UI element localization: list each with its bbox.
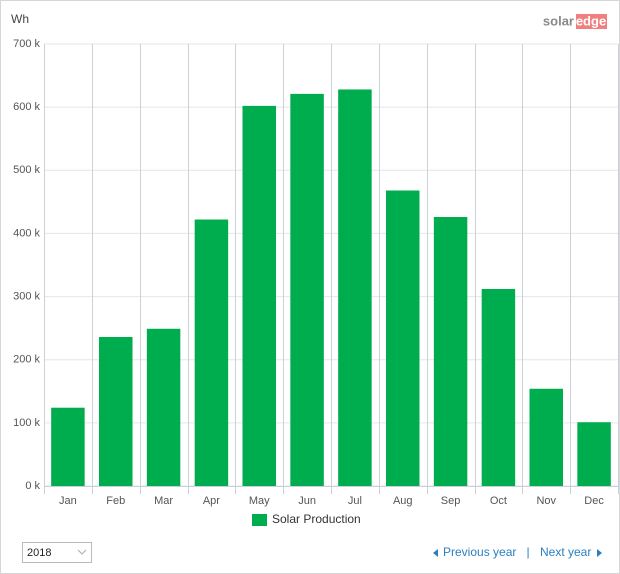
x-tick-label: May <box>249 495 270 507</box>
bar <box>99 336 133 486</box>
bar <box>433 217 468 487</box>
separator: | <box>526 545 529 559</box>
logo-text: solar <box>543 13 574 28</box>
x-tick-label: Aug <box>393 495 413 507</box>
bar <box>386 190 420 486</box>
x-tick-label: Sep <box>441 495 461 507</box>
logo-box <box>576 14 607 29</box>
next-arrow[interactable] <box>597 549 602 557</box>
legend-label: Solar Production <box>272 512 361 526</box>
bar <box>481 288 516 486</box>
x-tick-label: Nov <box>536 495 556 507</box>
y-tick-label: 500 k <box>13 164 40 176</box>
x-tick-label: Oct <box>490 495 507 507</box>
y-tick-label: 0 k <box>25 480 40 492</box>
x-tick-label: Jun <box>298 495 316 507</box>
logo-text: edge <box>576 13 606 28</box>
y-tick-label: 400 k <box>13 227 40 239</box>
bar <box>51 407 85 486</box>
bar <box>290 93 324 486</box>
y-axis-label: Wh <box>11 12 29 26</box>
x-tick-label: Feb <box>106 495 125 507</box>
bar <box>529 388 563 486</box>
bar <box>146 328 181 486</box>
next-year-link[interactable]: Next year <box>540 545 591 559</box>
y-tick-label: 600 k <box>13 101 40 113</box>
x-tick-label: Jan <box>59 495 77 507</box>
y-tick-label: 100 k <box>13 417 40 429</box>
x-tick-label: Mar <box>154 495 173 507</box>
previous-year-link[interactable]: Previous year <box>443 545 516 559</box>
plot: 0 k 100 k 200 k 300 k 400 k 500 k 600 k 700 k Ja… <box>13 38 619 526</box>
y-tick-label: 300 k <box>13 290 40 302</box>
bar <box>338 89 372 486</box>
x-tick-label: Dec <box>584 495 604 507</box>
y-tick-label: 200 k <box>13 354 40 366</box>
x-tick-label: Jul <box>348 495 362 507</box>
y-tick-label: 700 k <box>13 38 40 50</box>
bar <box>577 422 611 486</box>
year-select[interactable] <box>22 542 92 563</box>
year-select-text[interactable]: 2018 <box>27 547 51 559</box>
prev-arrow[interactable] <box>433 549 438 557</box>
bar <box>242 105 276 486</box>
bar <box>194 219 229 486</box>
select-arrow <box>77 549 87 555</box>
x-tick-label: Apr <box>203 495 220 507</box>
legend-swatch <box>252 514 267 526</box>
